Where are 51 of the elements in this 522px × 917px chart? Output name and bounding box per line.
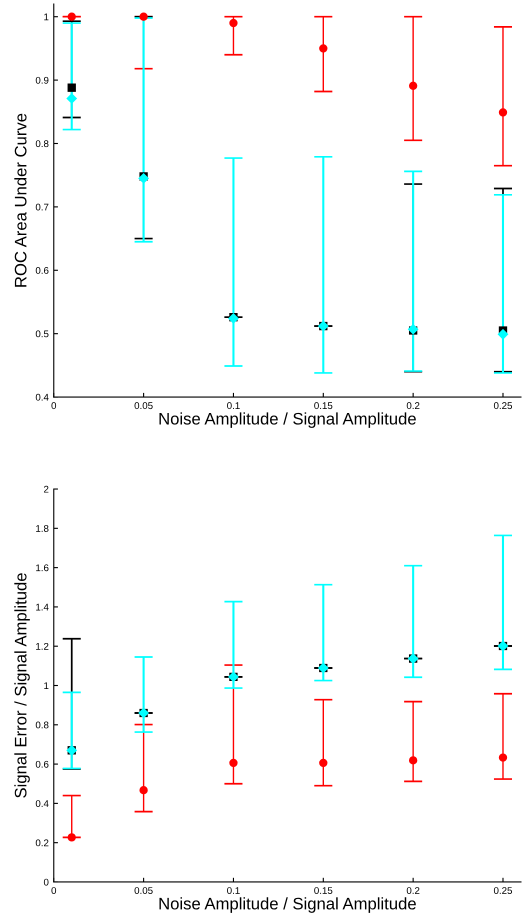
point bbox=[138, 173, 149, 184]
y-tick-label: 0.8 bbox=[36, 722, 48, 728]
x-tick-label: 0 bbox=[51, 887, 56, 894]
y-tick-label: 0.4 bbox=[36, 800, 49, 807]
x-tick-label: 0.05 bbox=[134, 402, 153, 410]
y-tick-label: 0.2 bbox=[36, 839, 48, 846]
y-axis-title: ROC Area Under Curve bbox=[14, 114, 27, 287]
point bbox=[319, 758, 328, 768]
x-tick-label: 0.25 bbox=[494, 887, 512, 894]
y-tick-label: 1.4 bbox=[36, 604, 49, 610]
y-tick-label: 2 bbox=[44, 486, 48, 493]
point bbox=[229, 18, 238, 28]
x-tick-label: 0.2 bbox=[406, 402, 420, 410]
y-tick-label: 1.6 bbox=[36, 564, 48, 572]
y-tick-label: 0.9 bbox=[36, 76, 48, 84]
y-tick-label: 0.6 bbox=[36, 760, 48, 768]
point bbox=[66, 93, 77, 104]
point bbox=[68, 12, 76, 21]
point bbox=[408, 82, 418, 90]
x-tick-label: 0.25 bbox=[494, 402, 512, 410]
point bbox=[68, 84, 76, 92]
y-tick-label: 1.2 bbox=[36, 642, 48, 650]
x-tick-label: 0 bbox=[51, 402, 56, 410]
x-tick-label: 0.15 bbox=[314, 402, 332, 410]
y-tick-label: 0.5 bbox=[36, 330, 48, 338]
x-tick-label: 0.1 bbox=[227, 887, 240, 894]
point bbox=[139, 786, 148, 794]
x-tick-label: 0.1 bbox=[227, 402, 240, 410]
point bbox=[498, 329, 508, 340]
point bbox=[229, 758, 238, 768]
y-tick-label: 1 bbox=[44, 682, 48, 690]
x-axis-title: Noise Amplitude / Signal Amplitude bbox=[159, 897, 416, 913]
point bbox=[498, 753, 508, 762]
point bbox=[139, 12, 148, 21]
point bbox=[319, 44, 328, 53]
y-tick-label: 1.8 bbox=[36, 525, 48, 532]
x-tick-label: 0.2 bbox=[406, 887, 420, 894]
point bbox=[228, 313, 239, 324]
y-tick-label: 0.8 bbox=[36, 140, 48, 148]
y-tick-label: 0.6 bbox=[36, 267, 48, 274]
x-tick-label: 0.05 bbox=[134, 887, 153, 894]
y-tick-label: 1 bbox=[44, 14, 48, 20]
y-axis-title: Signal Error / Signal Amplitude bbox=[14, 573, 30, 798]
point bbox=[68, 833, 76, 842]
point bbox=[408, 756, 418, 765]
x-tick-label: 0.15 bbox=[314, 887, 332, 894]
x-axis-title: Noise Amplitude / Signal Amplitude bbox=[159, 412, 416, 428]
y-tick-label: 0.7 bbox=[36, 204, 48, 211]
point bbox=[498, 108, 508, 117]
y-tick-label: 0.4 bbox=[36, 394, 49, 401]
y-tick-label: 0 bbox=[44, 878, 49, 886]
